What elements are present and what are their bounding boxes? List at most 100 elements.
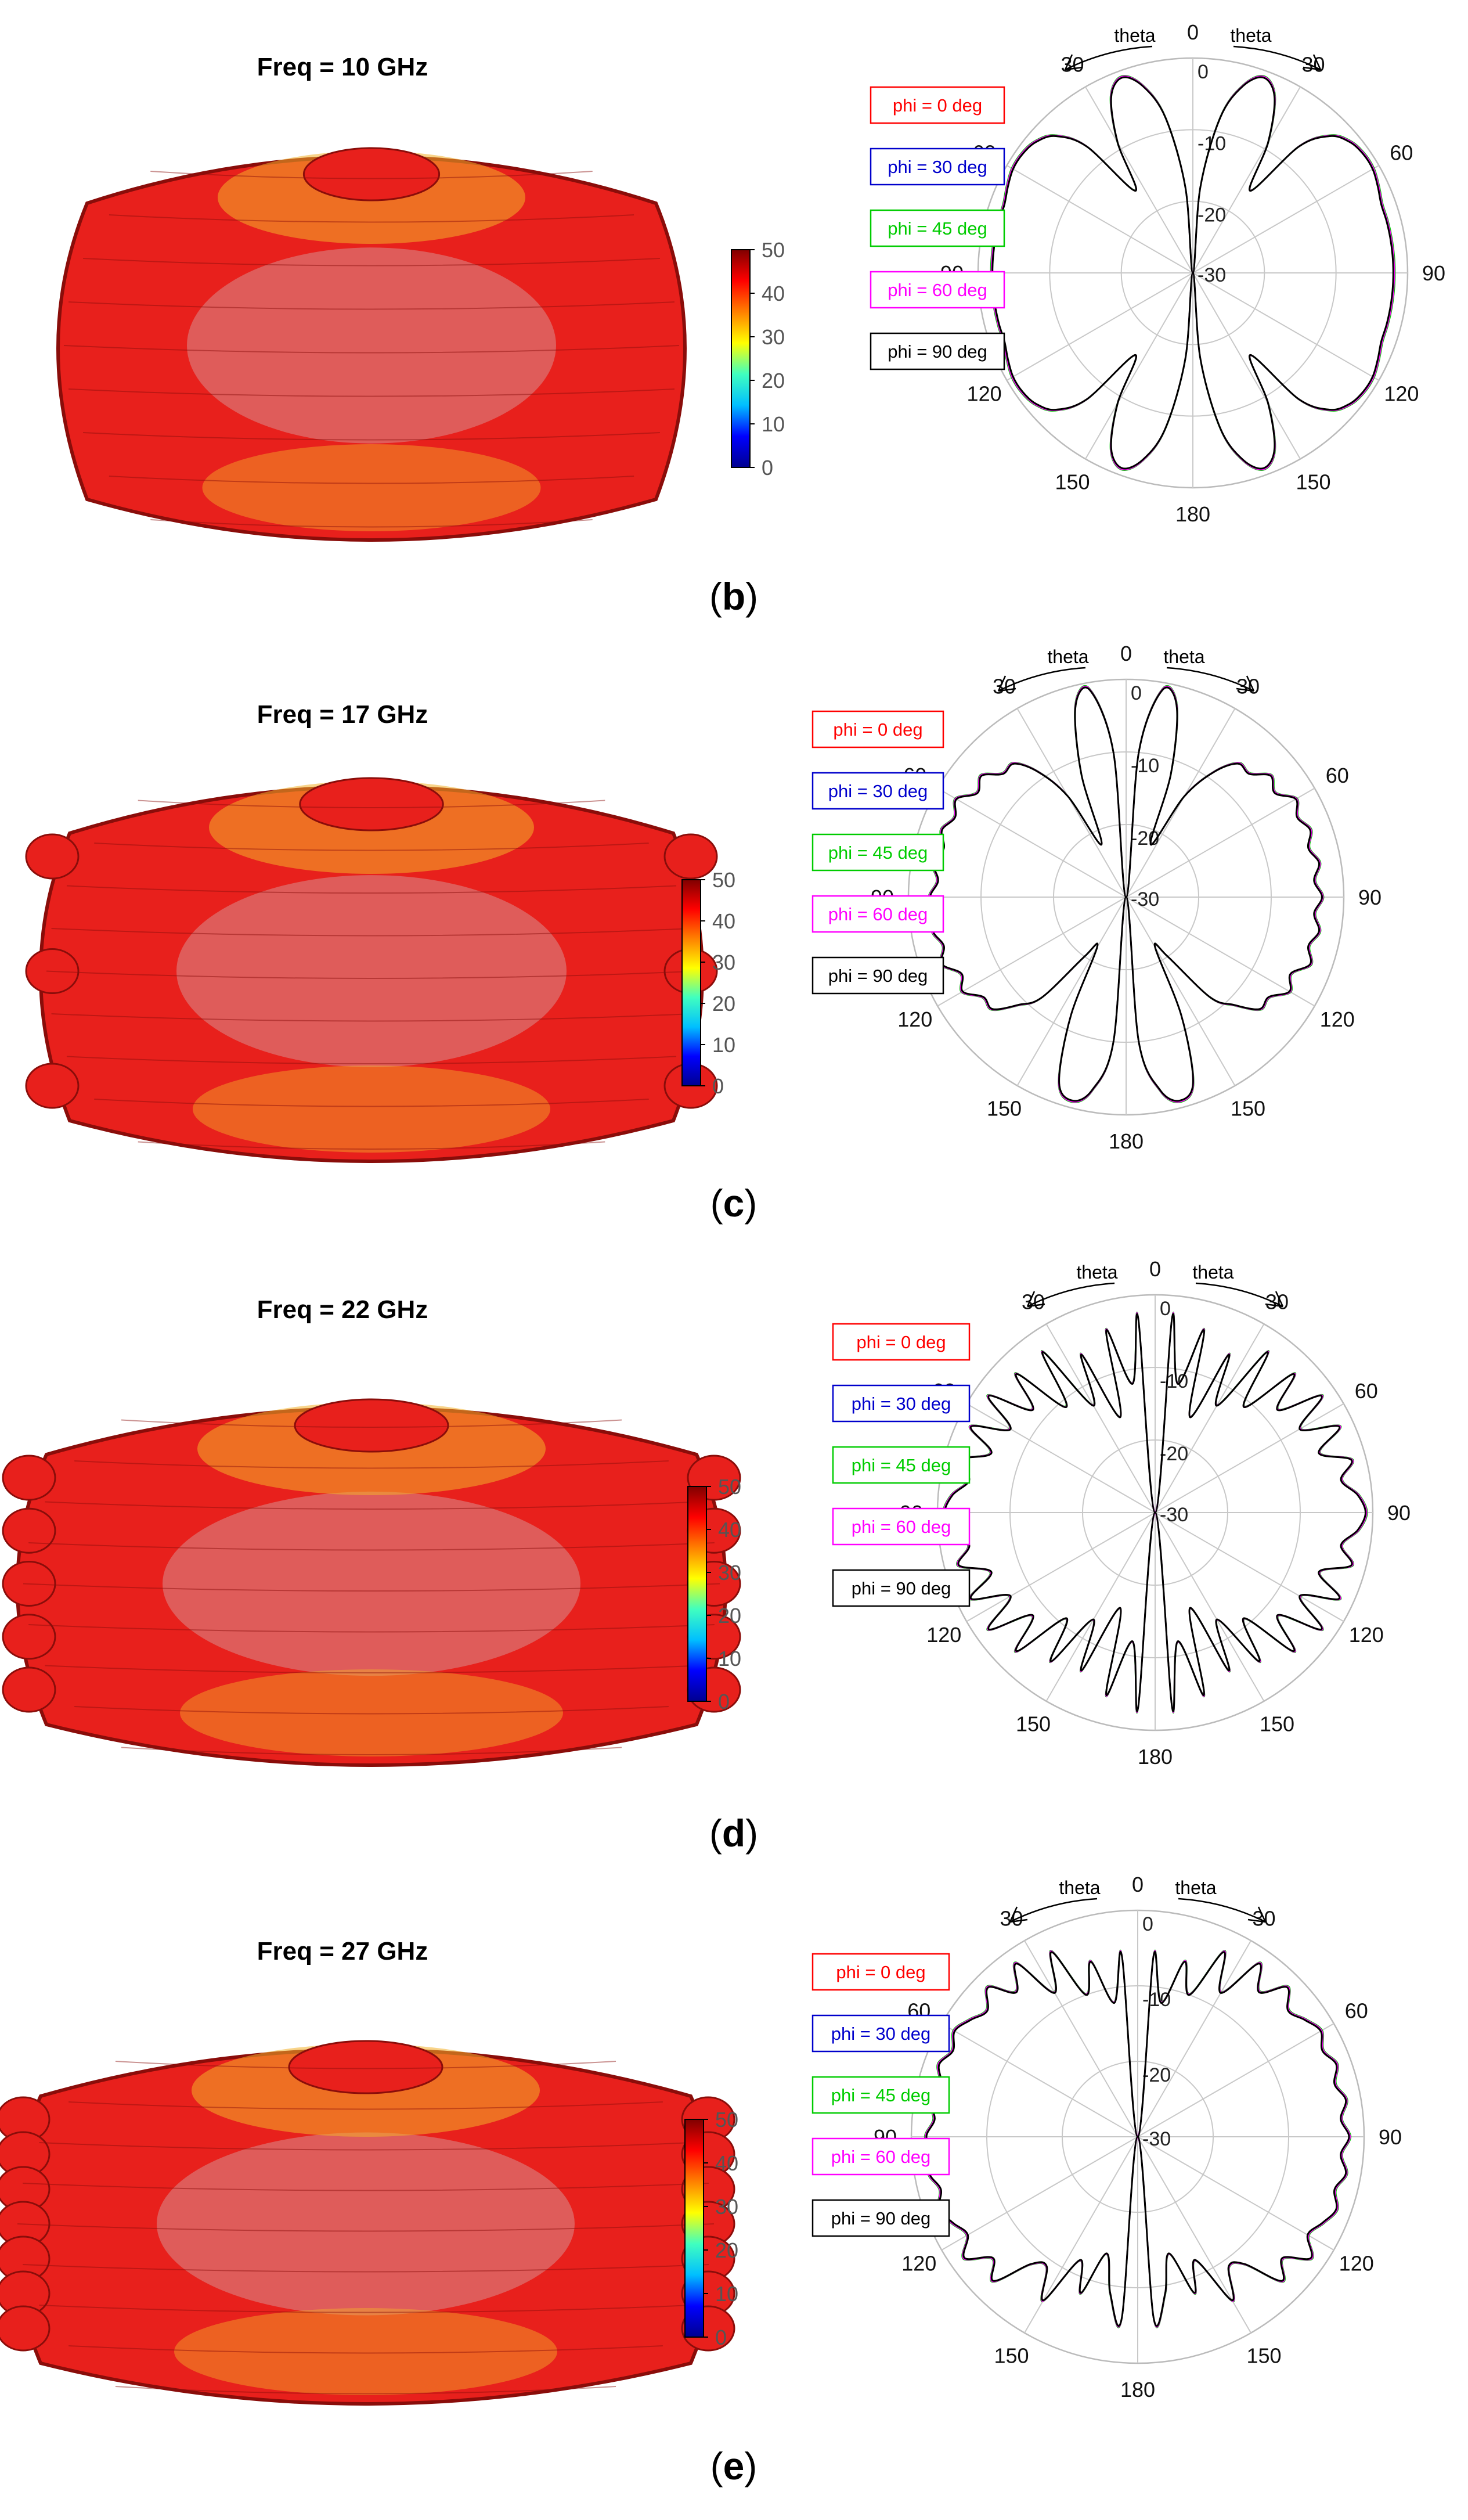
polar-angle-label: 150 — [1231, 1097, 1265, 1121]
polar-angle-label: 60 — [1345, 1999, 1368, 2023]
panel-b: Freq = 10 GHz 0 10 20 30 40 50 0 30 60 90 120 150 180… — [56, 20, 1445, 618]
polar-angle-label: 180 — [1120, 2378, 1155, 2402]
polar-radial-label: 0 — [1142, 1913, 1153, 1935]
legend: phi = 0 deg phi = 30 deg phi = 45 deg phi =… — [811, 710, 944, 995]
colorbar: 0 10 20 30 40 50 — [684, 2108, 738, 2349]
polar-angle-label: 120 — [1320, 1007, 1355, 1031]
polar-spoke — [1155, 1403, 1344, 1513]
polar-spoke — [966, 1403, 1156, 1513]
polar-angle-label: 120 — [926, 1623, 961, 1647]
colorbar-gradient — [687, 1486, 707, 1702]
series-line-4 — [929, 686, 1323, 1102]
surface-mesh-line — [74, 1706, 669, 1715]
theta-arrow-left-head — [997, 675, 1016, 692]
colorbar-tick-label: 40 — [715, 2151, 738, 2175]
colorbar-tick-label: 50 — [715, 2108, 738, 2132]
theta-arrow-right-head — [1247, 1906, 1267, 1923]
polar-angle-label: 60 — [1355, 1379, 1378, 1403]
legend-box — [811, 956, 944, 995]
polar-spoke — [1192, 272, 1301, 459]
radiation-surface — [25, 777, 718, 1163]
surface-mesh-line — [68, 301, 675, 310]
polar-radial-label: 0 — [1160, 1298, 1171, 1320]
surface-mesh-line — [138, 1141, 605, 1150]
polar-spoke — [937, 787, 1127, 898]
surface-side-lobe — [2, 1561, 56, 1607]
polar-radial-label: -20 — [1131, 827, 1159, 849]
surface-mesh-line — [150, 519, 593, 528]
polar-radial-label: -30 — [1131, 888, 1159, 910]
colorbar-tick-label: 0 — [715, 2325, 727, 2349]
colorbar-tick-label: 0 — [762, 456, 773, 480]
panel-label: (b) — [709, 575, 758, 618]
surface-mesh-line — [109, 476, 634, 484]
colorbar-tick-label: 10 — [715, 2282, 738, 2306]
theta-label-right: theta — [1163, 646, 1204, 667]
polar-spoke — [1007, 165, 1193, 273]
surface-top-cap — [294, 1398, 449, 1453]
surface-mesh-line — [39, 2142, 692, 2151]
surface-side-lobe — [2, 1666, 56, 1713]
colorbar-tick-label: 40 — [762, 282, 785, 305]
surface-mesh-line — [121, 1419, 622, 1428]
legend-box — [811, 2076, 950, 2114]
legend-box — [870, 209, 1005, 247]
polar-angle-label: 0 — [1187, 20, 1199, 44]
surface-mesh-line — [66, 885, 677, 894]
legend-box — [870, 147, 1005, 186]
colorbar: 0 10 20 30 40 50 — [731, 238, 785, 480]
polar-angle-label: 180 — [1175, 502, 1210, 526]
colorbar-tick-label: 30 — [762, 325, 785, 349]
surface-mesh-line — [46, 970, 697, 979]
surface-top-cap — [288, 2040, 443, 2094]
polar-spoke — [1016, 708, 1127, 898]
polar-spoke — [1155, 1323, 1265, 1513]
polar-spoke — [937, 897, 1127, 1007]
theta-arrow-right-head — [1236, 675, 1255, 692]
polar-angle-label: 90 — [1358, 885, 1382, 909]
surface-mesh-line — [51, 928, 692, 937]
polar-spoke — [1126, 787, 1315, 898]
colorbar-gradient — [684, 2119, 704, 2338]
polar-angle-label: 90 — [1387, 1501, 1411, 1525]
surface-side-lobe — [25, 948, 80, 994]
polar-spoke — [1155, 1512, 1344, 1622]
surface-side-lobe — [2, 1455, 56, 1501]
surface-bottom-ring — [202, 444, 541, 531]
legend-entry-4: phi = 90 deg — [831, 2208, 931, 2229]
radiation-surface — [56, 147, 687, 542]
theta-arrow-left — [1065, 45, 1153, 71]
legend-entry-4: phi = 90 deg — [852, 1578, 951, 1599]
polar-plot: 03060901201501801501209060300-10-20-30th… — [940, 20, 1445, 526]
legend-entry-3: phi = 60 deg — [828, 904, 928, 924]
panel-label: (e) — [710, 2445, 758, 2487]
surface-mesh-line — [28, 1542, 715, 1551]
legend-entry-1: phi = 30 deg — [831, 2024, 931, 2044]
surface-top-cap — [299, 777, 444, 831]
polar-spoke — [1192, 87, 1301, 273]
colorbar-tick-label: 40 — [712, 909, 735, 933]
polar-spoke — [941, 2136, 1138, 2251]
panel-e: Freq = 27 GHz010203040500306090120150180… — [0, 1873, 1402, 2487]
surface-mesh-line — [45, 1501, 698, 1510]
legend-entry-3: phi = 60 deg — [888, 280, 987, 300]
legend-box — [811, 833, 944, 872]
colorbar-tick-label: 50 — [712, 868, 735, 892]
colorbar: 0 10 20 30 40 50 — [681, 868, 735, 1098]
series-line-4 — [943, 1313, 1367, 1712]
polar-radial-label: -20 — [1198, 204, 1226, 226]
colorbar-tick-label: 20 — [718, 1604, 741, 1628]
legend-entry-3: phi = 60 deg — [852, 1517, 951, 1537]
surface-side-lobe — [2, 1614, 56, 1660]
surface-center-band — [187, 247, 556, 444]
colorbar-tick-label: 30 — [718, 1561, 741, 1585]
polar-angle-label: 150 — [987, 1097, 1022, 1121]
legend-entry-3: phi = 60 deg — [831, 2147, 931, 2167]
surface-mesh-line — [23, 2264, 709, 2273]
colorbar-tick-label: 20 — [712, 992, 735, 1016]
polar-angle-label: 120 — [1339, 2252, 1374, 2276]
polar-spoke — [1137, 2023, 1334, 2137]
surface-side-lobe — [25, 1063, 80, 1109]
